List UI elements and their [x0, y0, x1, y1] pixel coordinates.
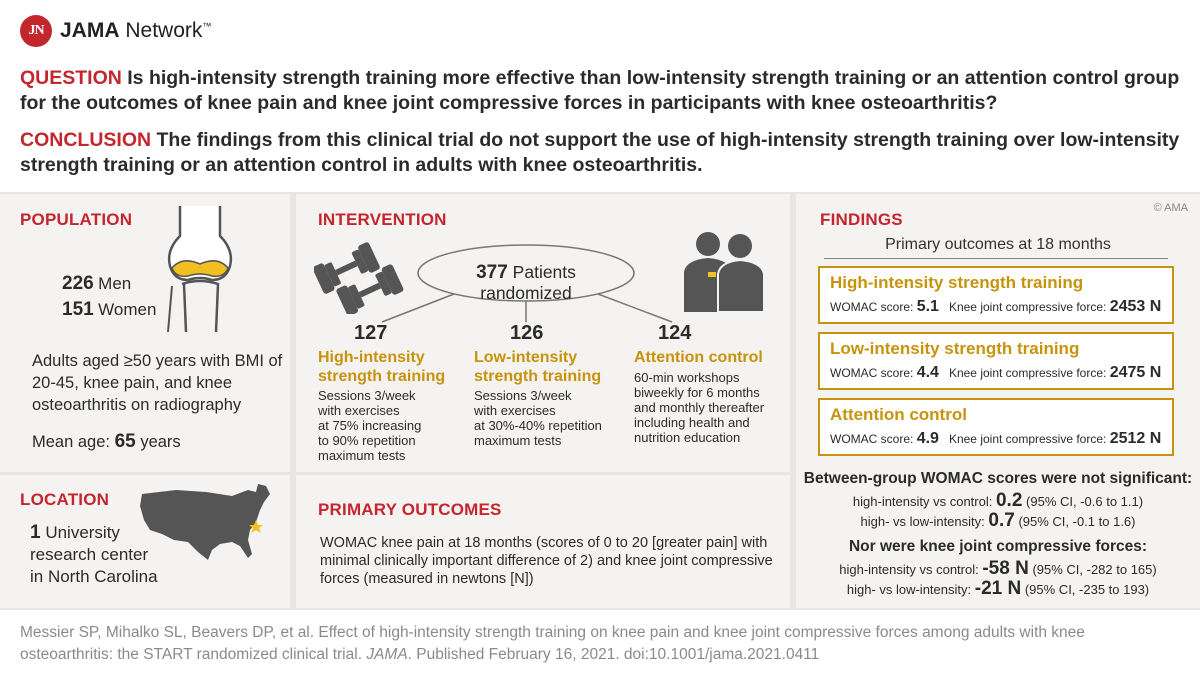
jama-network-logo[interactable]: JN JAMA Network™	[20, 14, 211, 48]
womac-comparison-heading: Between-group WOMAC scores were not sign…	[803, 470, 1193, 487]
card-values: WOMAC score: 4.9 Knee joint compressive …	[830, 430, 1162, 447]
primary-outcomes-text: WOMAC knee pain at 18 months (scores of …	[320, 535, 773, 587]
arm-low-description: Sessions 3/week with exercises at 30%-40…	[474, 388, 602, 448]
arm-high-count: 127	[354, 322, 388, 344]
womac-comparison-1: high-intensity vs control: 0.2 (95% CI, …	[852, 490, 1144, 511]
location-title: LOCATION	[20, 490, 110, 509]
question-text: Is high-intensity strength training more…	[20, 67, 1180, 114]
force-comparison-heading: Nor were knee joint compressive forces:	[848, 538, 1148, 555]
intervention-title: INTERVENTION	[318, 210, 447, 229]
arm-control-count: 124	[658, 322, 692, 344]
question-label: QUESTION	[20, 67, 122, 89]
men-count-line: 226 Men	[62, 273, 132, 294]
arm-control-description: 60-min workshops biweekly for 6 months a…	[634, 370, 765, 445]
result-card-high-intensity: High-intensity strength training WOMAC s…	[818, 266, 1174, 324]
jn-logo-icon: JN	[20, 15, 52, 47]
force-comparison-2: high- vs low-intensity: -21 N (95% CI, -…	[846, 578, 1150, 599]
card-values: WOMAC score: 4.4 Knee joint compressive …	[830, 364, 1162, 381]
section-divider	[296, 472, 790, 475]
primary-outcomes-title: PRIMARY OUTCOMES	[318, 500, 502, 519]
womac-comparison-2: high- vs low-intensity: 0.7 (95% CI, -0.…	[860, 510, 1136, 531]
knee-joint-icon	[167, 206, 233, 332]
findings-panel: FINDINGS © AMA Primary outcomes at 18 mo…	[796, 194, 1200, 608]
result-card-attention-control: Attention control WOMAC score: 4.9 Knee …	[818, 398, 1174, 456]
women-count-line: 151 Women	[62, 299, 157, 320]
card-title: Low-intensity strength training	[830, 339, 1080, 358]
conclusion-label: CONCLUSION	[20, 129, 152, 151]
section-divider	[0, 472, 290, 475]
card-title: High-intensity strength training	[830, 273, 1084, 292]
randomization-diagram	[381, 244, 673, 323]
population-description: Adults aged ≥50 years with BMI of 20-45,…	[32, 352, 283, 414]
force-comparison-1: high-intensity vs control: -58 N (95% CI…	[839, 558, 1157, 579]
arm-high-description: Sessions 3/week with exercises at 75% in…	[318, 388, 422, 463]
card-title: Attention control	[830, 405, 967, 424]
location-text: 1 University research center in North Ca…	[30, 522, 158, 586]
population-panel: POPULATION 226 Men 151 Women Adults aged…	[0, 194, 290, 608]
arm-low-title: Low-intensity strength training	[474, 349, 602, 385]
question-block: QUESTION Is high-intensity strength trai…	[20, 66, 1182, 116]
result-card-low-intensity: Low-intensity strength training WOMAC sc…	[818, 332, 1174, 390]
us-map-icon	[140, 484, 270, 560]
findings-title: FINDINGS	[820, 210, 903, 229]
citation: Messier SP, Mihalko SL, Beavers DP, et a…	[20, 624, 1085, 663]
population-title: POPULATION	[20, 210, 133, 229]
patients-randomized: 377 Patients randomized	[476, 262, 576, 303]
conclusion-text: The findings from this clinical trial do…	[20, 129, 1180, 176]
logo-wordmark: JAMA Network™	[60, 19, 212, 42]
journal-name: JAMA	[366, 646, 408, 663]
mean-age: Mean age: 65 years	[32, 431, 181, 452]
arm-control-title: Attention control	[634, 349, 763, 366]
conclusion-block: CONCLUSION The findings from this clinic…	[20, 128, 1182, 178]
copyright-note: © AMA	[1153, 202, 1188, 214]
people-icon	[684, 232, 765, 312]
subtitle-rule	[824, 258, 1168, 259]
card-values: WOMAC score: 5.1 Knee joint compressive …	[830, 298, 1162, 315]
dumbbells-icon	[314, 242, 404, 314]
intervention-panel: INTERVENTION 377 Patients randomized	[296, 194, 790, 608]
findings-subtitle: Primary outcomes at 18 months	[885, 236, 1111, 253]
arm-high-title: High-intensity strength training	[318, 349, 446, 385]
arm-low-count: 126	[510, 322, 544, 344]
